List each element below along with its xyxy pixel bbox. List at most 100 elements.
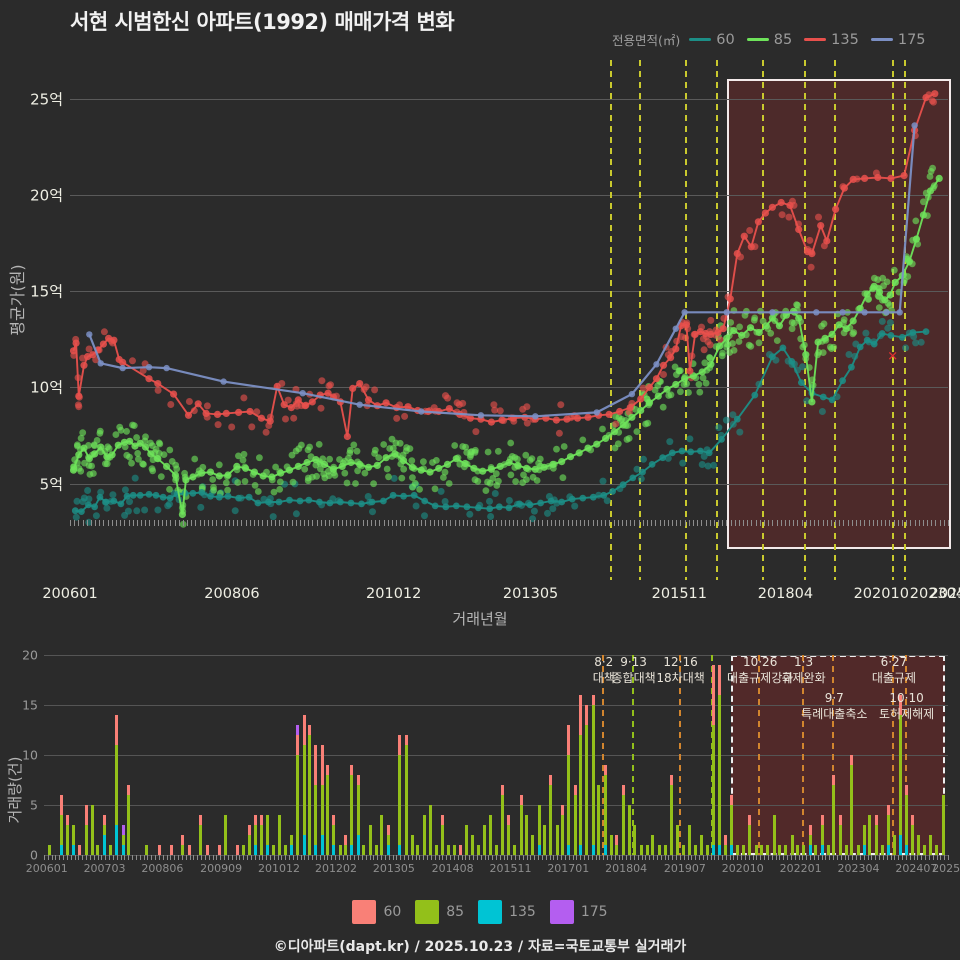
- volume-bar[interactable]: [646, 845, 650, 855]
- volume-bar[interactable]: [922, 845, 926, 855]
- volume-bar[interactable]: [253, 815, 257, 855]
- volume-bar[interactable]: [832, 775, 836, 855]
- volume-bar[interactable]: [741, 845, 745, 855]
- volume-bar[interactable]: [96, 845, 100, 855]
- volume-bar[interactable]: [543, 825, 546, 855]
- volume-bar[interactable]: [796, 845, 800, 855]
- volume-bar[interactable]: [820, 815, 824, 855]
- volume-bar[interactable]: [519, 795, 523, 855]
- volume-bar[interactable]: [386, 825, 390, 855]
- volume-bar[interactable]: [687, 825, 691, 855]
- volume-bar[interactable]: [700, 835, 704, 855]
- volume-bar[interactable]: [506, 815, 510, 855]
- volume-bar[interactable]: [627, 805, 631, 855]
- volume-bar[interactable]: [899, 695, 903, 855]
- volume-legend-item-175[interactable]: 175: [549, 900, 608, 924]
- volume-bar[interactable]: [609, 835, 613, 855]
- volume-bar[interactable]: [429, 805, 433, 855]
- volume-bar[interactable]: [404, 735, 408, 855]
- volume-bar[interactable]: [326, 765, 330, 855]
- volume-bar[interactable]: [941, 795, 945, 855]
- volume-bar[interactable]: [597, 785, 601, 855]
- volume-bar[interactable]: [904, 785, 908, 855]
- volume-legend-item-85[interactable]: 85: [415, 900, 464, 924]
- volume-bar[interactable]: [573, 785, 577, 855]
- volume-bar[interactable]: [856, 845, 860, 855]
- volume-bar[interactable]: [307, 725, 311, 855]
- volume-bar[interactable]: [615, 835, 619, 855]
- volume-legend-item-135[interactable]: 135: [478, 900, 536, 924]
- volume-bar[interactable]: [102, 815, 106, 855]
- volume-bar[interactable]: [784, 845, 788, 855]
- volume-bar[interactable]: [585, 705, 589, 855]
- volume-bar[interactable]: [886, 805, 890, 855]
- volume-bar[interactable]: [320, 745, 324, 855]
- volume-bar[interactable]: [187, 845, 191, 855]
- volume-bar[interactable]: [260, 815, 264, 855]
- volume-bar[interactable]: [169, 845, 173, 855]
- volume-bar[interactable]: [718, 665, 722, 855]
- volume-bar[interactable]: [693, 845, 697, 855]
- volume-bar[interactable]: [495, 845, 499, 855]
- volume-bar[interactable]: [874, 815, 878, 855]
- volume-bar[interactable]: [296, 725, 300, 855]
- volume-bar[interactable]: [380, 815, 384, 855]
- volume-bar[interactable]: [65, 815, 69, 855]
- volume-bar[interactable]: [205, 845, 209, 855]
- volume-bar[interactable]: [447, 845, 451, 855]
- volume-bar[interactable]: [790, 835, 794, 855]
- volume-bar[interactable]: [723, 835, 727, 855]
- volume-bar[interactable]: [501, 785, 505, 855]
- volume-bar[interactable]: [675, 825, 679, 855]
- legend-item-135[interactable]: 135: [804, 32, 859, 48]
- volume-bar[interactable]: [669, 775, 673, 855]
- volume-bar[interactable]: [929, 835, 933, 855]
- volume-bar[interactable]: [284, 845, 288, 855]
- volume-bar[interactable]: [766, 845, 770, 855]
- volume-bar[interactable]: [181, 835, 185, 855]
- legend-item-175[interactable]: 175: [870, 32, 926, 48]
- volume-bar[interactable]: [440, 815, 444, 855]
- legend-item-60[interactable]: 60: [689, 32, 735, 48]
- volume-bar[interactable]: [935, 845, 939, 855]
- volume-bar[interactable]: [826, 845, 830, 855]
- volume-bar[interactable]: [802, 845, 806, 855]
- volume-bar[interactable]: [483, 825, 487, 855]
- volume-bar[interactable]: [121, 825, 125, 855]
- volume-bar[interactable]: [736, 845, 740, 855]
- volume-bar[interactable]: [314, 745, 318, 855]
- volume-bar[interactable]: [199, 815, 203, 855]
- volume-bar[interactable]: [657, 845, 661, 855]
- volume-bar[interactable]: [338, 845, 342, 855]
- volume-bar[interactable]: [157, 845, 161, 855]
- volume-bar[interactable]: [470, 835, 474, 855]
- volume-bar[interactable]: [579, 695, 583, 855]
- volume-bar[interactable]: [808, 825, 812, 855]
- volume-bar[interactable]: [748, 815, 752, 855]
- volume-bar[interactable]: [362, 845, 366, 855]
- volume-bar[interactable]: [639, 845, 643, 855]
- volume-bar[interactable]: [84, 805, 88, 855]
- volume-bar[interactable]: [72, 825, 76, 855]
- volume-bar[interactable]: [217, 845, 221, 855]
- volume-bar[interactable]: [682, 845, 686, 855]
- volume-bar[interactable]: [917, 835, 921, 855]
- volume-bar[interactable]: [266, 815, 270, 855]
- volume-bar[interactable]: [248, 825, 252, 855]
- volume-bar[interactable]: [241, 845, 245, 855]
- volume-bar[interactable]: [549, 775, 553, 855]
- volume-bar[interactable]: [524, 815, 528, 855]
- volume-bar[interactable]: [271, 845, 275, 855]
- volume-bar[interactable]: [537, 805, 541, 855]
- volume-bar[interactable]: [235, 845, 239, 855]
- volume-bar[interactable]: [289, 835, 293, 855]
- volume-bar[interactable]: [513, 845, 517, 855]
- volume-bar[interactable]: [910, 815, 914, 855]
- volume-bar[interactable]: [477, 845, 481, 855]
- volume-bar[interactable]: [567, 725, 571, 855]
- volume-bar[interactable]: [881, 845, 885, 855]
- legend-item-85[interactable]: 85: [746, 32, 792, 48]
- volume-bar[interactable]: [591, 695, 595, 855]
- volume-bar[interactable]: [145, 845, 149, 855]
- volume-bar[interactable]: [850, 755, 854, 855]
